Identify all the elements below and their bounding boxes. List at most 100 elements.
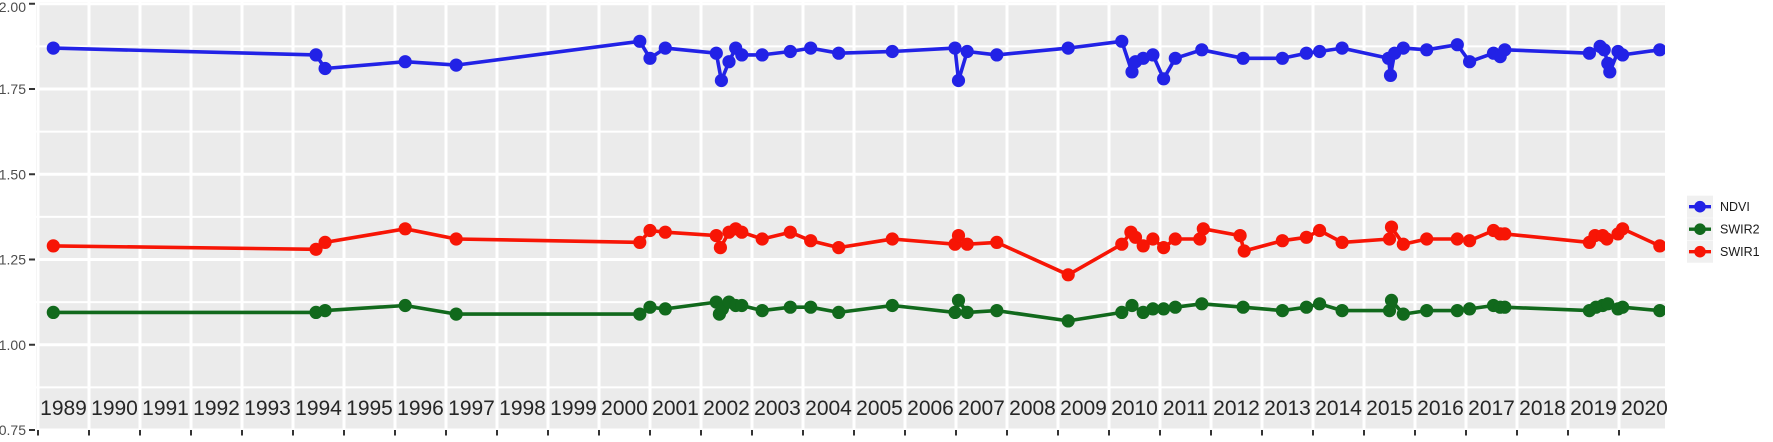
series-swir1-point	[1463, 234, 1477, 248]
x-axis-year-label: 2008	[1009, 397, 1056, 420]
x-axis-year-label: 2015	[1366, 397, 1413, 420]
series-swir2-point	[960, 305, 974, 319]
y-grid-minor	[36, 45, 1665, 389]
legend-label-swir2: SWIR2	[1720, 223, 1760, 237]
series-swir2-point	[1384, 293, 1399, 307]
series-swir1-point	[658, 225, 672, 239]
series-swir1-point	[318, 235, 332, 249]
series-ndvi-points	[46, 34, 1665, 88]
series-swir2-point	[1313, 297, 1327, 311]
series-swir2-point	[1275, 304, 1289, 318]
series-ndvi-point	[960, 44, 974, 59]
series-swir1-point	[1450, 232, 1464, 246]
series-swir1-point	[1196, 222, 1210, 236]
y-axis-labels: 2.00 1.75 1.50 1.25 1.00 0.75	[0, 0, 26, 438]
series-swir1-point	[1157, 241, 1171, 255]
series-swir1-point	[709, 229, 723, 243]
series-swir2-point	[1299, 300, 1313, 314]
series-ndvi-point	[1061, 41, 1075, 55]
series-swir1-point	[1128, 230, 1143, 244]
series-swir2	[46, 293, 1665, 328]
x-axis-year-label: 2001	[652, 397, 699, 420]
x-axis-year-label: 1989	[40, 397, 87, 420]
series-ndvi-point	[1168, 51, 1182, 65]
x-axis-labels: 1989 1990 1991 1992 1993 1994 1995 1996 1997 1998…	[40, 397, 1668, 420]
series-swir1-point	[643, 223, 657, 238]
series-swir1-point	[960, 237, 974, 251]
series-ndvi-point	[1383, 68, 1398, 82]
series-swir1-point	[398, 222, 412, 236]
series-swir2-point	[804, 300, 818, 314]
series-swir1-point	[1382, 232, 1397, 246]
series-swir1	[46, 220, 1665, 282]
x-axis-year-label: 2012	[1213, 397, 1260, 420]
series-swir2-point	[990, 304, 1004, 318]
series-swir1-point	[1653, 239, 1665, 253]
series-ndvi-point	[658, 41, 672, 55]
x-axis-year-label: 1998	[499, 397, 546, 420]
series-swir1-point	[713, 241, 728, 255]
series-swir1-point	[1616, 222, 1630, 236]
series-ndvi-point	[722, 55, 736, 69]
series-ndvi-point	[1275, 51, 1289, 65]
legend-point-icon	[1694, 245, 1706, 258]
series-swir1-point	[951, 229, 966, 243]
series-swir1-point	[783, 225, 797, 239]
series-swir2-point	[1498, 300, 1512, 314]
y-axis-tick-label: 1.50	[0, 166, 26, 182]
series-swir1-point	[1233, 229, 1247, 243]
series-ndvi-point	[735, 48, 749, 62]
series-ndvi-point	[885, 44, 899, 59]
series-swir2-point	[1616, 300, 1630, 314]
series-swir2-point	[398, 298, 412, 313]
x-axis-year-label: 2002	[703, 397, 750, 420]
series-swir2-point	[1601, 297, 1615, 311]
series-swir2-point	[658, 302, 672, 316]
series-ndvi-point	[1157, 72, 1171, 86]
x-axis-year-label: 1999	[550, 397, 597, 420]
y-grid-major	[36, 2, 1665, 430]
series-swir1-point	[735, 225, 749, 239]
series-swir1-point	[885, 232, 899, 246]
series-ndvi-point	[1125, 65, 1139, 79]
series-swir1-point	[832, 241, 846, 255]
legend-item-ndvi: NDVI	[1687, 195, 1750, 218]
series-swir2-point	[449, 307, 463, 321]
x-axis-year-label: 2011	[1163, 397, 1208, 420]
series-swir2-point	[1115, 305, 1129, 319]
series-swir1-point	[633, 235, 647, 249]
legend-item-swir2: SWIR2	[1687, 218, 1760, 241]
series-ndvi-point	[1597, 43, 1611, 57]
series-ndvi-point	[1603, 65, 1617, 79]
series-ndvi-point	[714, 73, 729, 88]
series-layer	[46, 34, 1665, 328]
series-swir1-point	[46, 239, 60, 253]
series-swir1-point	[1237, 244, 1251, 258]
legend-item-swir1: SWIR1	[1687, 240, 1760, 263]
series-ndvi-point	[1115, 34, 1129, 48]
series-swir1-point	[1193, 232, 1207, 246]
series-swir2-point	[832, 305, 846, 319]
series-ndvi-point	[832, 46, 846, 60]
series-ndvi-point	[309, 48, 323, 62]
series-ndvi-point	[1420, 43, 1434, 57]
x-axis-year-label: 2003	[754, 397, 801, 420]
series-ndvi-point	[783, 44, 797, 59]
series-swir2-point	[885, 298, 899, 313]
series-ndvi-point	[990, 48, 1004, 62]
legend-label-ndvi: NDVI	[1720, 200, 1750, 214]
series-swir1-point	[1384, 220, 1399, 234]
series-ndvi-point	[951, 73, 966, 88]
x-grid	[36, 2, 1621, 430]
series-swir1-point	[309, 242, 323, 256]
series-swir2-point	[755, 304, 769, 318]
series-ndvi	[46, 34, 1665, 88]
series-swir2-point	[1382, 304, 1397, 318]
legend-label-swir1: SWIR1	[1720, 245, 1760, 259]
y-axis-tick-label: 2.00	[0, 0, 26, 15]
series-ndvi-point	[948, 41, 962, 55]
series-ndvi-point	[633, 34, 647, 48]
series-swir1-point	[1168, 232, 1182, 246]
series-ndvi-point	[1146, 48, 1160, 62]
